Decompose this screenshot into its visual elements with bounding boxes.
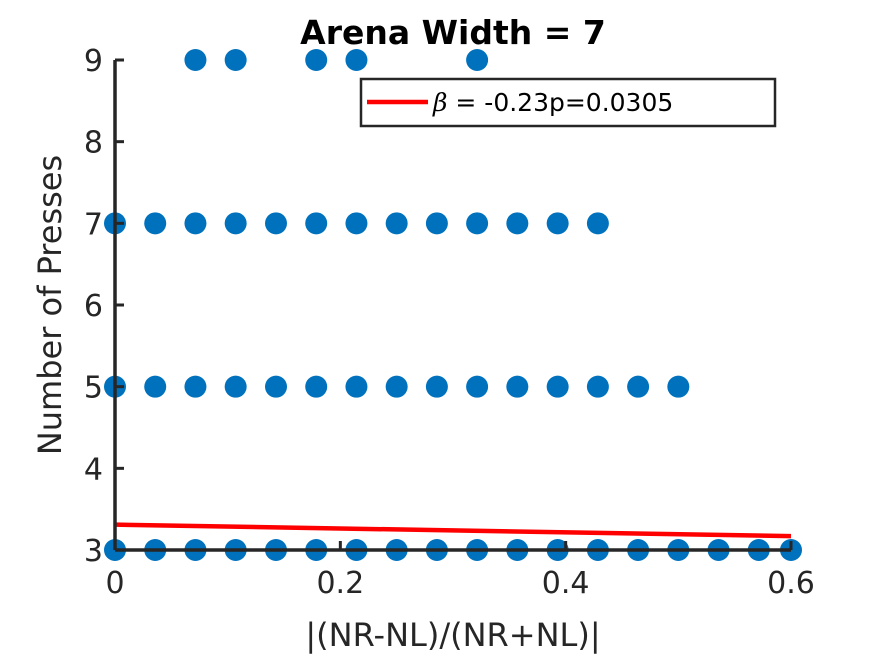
scatter-point bbox=[466, 375, 489, 398]
scatter-point bbox=[144, 212, 167, 235]
scatter-point bbox=[224, 49, 247, 71]
scatter-point bbox=[305, 49, 328, 71]
y-tick-label: 9 bbox=[84, 44, 103, 79]
chart-title: Arena Width = 7 bbox=[300, 13, 606, 52]
scatter-point bbox=[425, 375, 448, 398]
scatter-point bbox=[184, 49, 207, 71]
legend-entry-label: β = -0.23p=0.0305 bbox=[432, 88, 673, 117]
scatter-point bbox=[184, 212, 207, 235]
scatter-point bbox=[224, 375, 247, 398]
y-tick-label: 4 bbox=[84, 452, 103, 487]
scatter-point bbox=[466, 49, 489, 71]
scatter-point bbox=[506, 375, 529, 398]
y-tick-label: 7 bbox=[84, 207, 103, 242]
chart-axes: 0 0.2 0.4 0.6 3 4 5 6 7 8 9 bbox=[84, 44, 815, 601]
scatter-point bbox=[466, 212, 489, 235]
scatter-point bbox=[667, 375, 690, 398]
y-tick-label: 5 bbox=[84, 371, 103, 406]
scatter-point bbox=[506, 212, 529, 235]
legend-box bbox=[359, 77, 777, 128]
y-tick-label: 8 bbox=[84, 126, 103, 161]
scatter-point bbox=[305, 212, 328, 235]
x-axis-label: |(NR-NL)/(NR+NL)| bbox=[305, 616, 600, 654]
scatter-point bbox=[546, 212, 569, 235]
legend: β = -0.23p=0.0305 bbox=[359, 77, 777, 128]
scatter-point bbox=[627, 375, 650, 398]
scatter-point bbox=[184, 375, 207, 398]
scatter-point bbox=[586, 375, 609, 398]
scatter-point bbox=[144, 375, 167, 398]
scatter-point bbox=[345, 375, 368, 398]
scatter-point bbox=[385, 375, 408, 398]
y-tick-label: 6 bbox=[84, 289, 103, 324]
scatter-point bbox=[425, 212, 448, 235]
x-tick-label: 0.4 bbox=[542, 566, 590, 601]
x-tick-label: 0 bbox=[105, 566, 124, 601]
x-tick-label: 0.6 bbox=[767, 566, 815, 601]
scatter-point bbox=[345, 49, 368, 71]
x-tick-label: 0.2 bbox=[316, 566, 364, 601]
scatter-point bbox=[265, 375, 288, 398]
scatter-point bbox=[265, 212, 288, 235]
scatter-point bbox=[345, 212, 368, 235]
scatter-point bbox=[305, 375, 328, 398]
y-axis-label: Number of Presses bbox=[31, 155, 69, 455]
regression-line bbox=[114, 522, 792, 539]
scatter-point bbox=[385, 212, 408, 235]
scatter-point bbox=[224, 212, 247, 235]
scatter-point bbox=[586, 212, 609, 235]
scatter-point bbox=[546, 375, 569, 398]
y-tick-label: 3 bbox=[84, 534, 103, 569]
